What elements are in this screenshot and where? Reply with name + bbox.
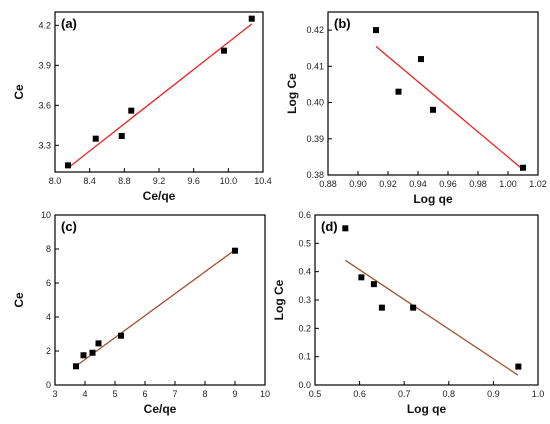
x-tick-label: 10.4 [254,176,272,186]
x-tick-label: 1.00 [499,179,517,189]
data-point [520,164,526,171]
y-tick-label: 0.0 [298,380,311,390]
x-tick-label: 10 [260,389,270,399]
y-tick-label: 0.3 [298,295,311,305]
x-tick-label: 1.0 [532,389,545,399]
data-point [95,340,102,347]
y-axis-title: Ce [12,84,26,100]
y-tick-label: 0.6 [298,210,311,220]
y-tick-label: 4.2 [38,20,51,30]
x-tick-label: 5 [112,389,117,399]
data-point [370,281,377,288]
data-point [73,363,79,370]
x-tick-label: 8 [202,389,207,399]
data-point [515,363,522,370]
chart-panel-1: 8.0 8.4 8.8 9.2 9.6 10.0 10.4 3.3 3.6 3.9 4.2 Ce/qe… [12,11,272,203]
x-tick-label: 0.94 [409,179,427,189]
x-tick-label: 6 [142,389,147,399]
y-axis-title: Ce [12,292,26,308]
x-axis-title: Ce/qe [143,189,176,203]
x-tick-label: 4 [82,389,87,399]
y-tick-label: 0.41 [306,61,324,71]
y-tick-label: 4 [46,312,51,322]
data-point [373,27,379,34]
y-tick-label: 0.2 [298,323,311,333]
y-tick-label: 6 [46,278,51,288]
fit-line [344,259,519,376]
y-tick-label: 0 [46,380,51,390]
data-point [221,47,227,54]
x-tick-label: 0.92 [379,179,397,189]
x-tick-label: 1.02 [529,179,547,189]
data-point [395,88,402,95]
data-point [89,349,96,356]
y-tick-label: 10 [41,210,51,220]
x-axis-title: Log qe [407,402,447,416]
x-tick-label: 3 [52,389,57,399]
x-tick-label: 0.88 [319,179,337,189]
x-tick-label: 9.6 [187,176,200,186]
x-tick-label: 0.98 [469,179,487,189]
data-point [80,352,87,359]
y-tick-label: 3.9 [38,60,51,70]
panel-label: (d) [321,219,338,234]
x-tick-label: 9.2 [153,176,166,186]
chart-panel-3: 3 4 5 6 7 8 9 10 0 2 4 6 8 10 Ce/qe Ce (c) [12,210,270,416]
panel-label: (b) [334,16,351,31]
y-tick-label: 0.5 [298,238,311,248]
data-point [248,15,255,22]
y-tick-label: 0.42 [306,25,324,35]
panel-label: (a) [61,16,77,31]
y-axis-title: Log Ce [285,73,299,114]
data-point [358,274,365,281]
y-tick-label: 8 [46,244,51,254]
y-tick-label: 0.4 [298,267,311,277]
data-point [232,247,238,254]
plot-frame [54,214,266,386]
data-point [418,56,424,63]
y-tick-label: 0.38 [306,170,324,180]
x-tick-label: 0.90 [349,179,367,189]
x-tick-label: 0.9 [487,389,500,399]
chart-panel-2: 0.88 0.90 0.92 0.94 0.96 0.98 1.00 1.02 0.38 0.39… [285,11,547,206]
plot-frame [314,214,539,386]
y-tick-label: 0.40 [306,98,324,108]
data-point [92,135,99,142]
data-point [128,107,135,114]
x-axis-title: Log qe [413,192,453,206]
data-point [342,225,349,232]
y-tick-label: 0.1 [298,352,311,362]
fit-line [74,249,236,368]
plot-frame [327,11,539,176]
data-point [118,133,125,139]
y-tick-label: 0.39 [306,134,324,144]
x-tick-label: 0.8 [443,389,456,399]
fit-line [375,45,524,171]
y-tick-label: 3.3 [38,140,51,150]
fit-line [67,23,253,169]
x-tick-label: 0.5 [309,389,322,399]
x-tick-label: 8.4 [83,176,96,186]
x-tick-label: 9 [232,389,237,399]
data-point [65,162,71,169]
plot-frame [54,11,264,173]
chart-panel-4: 0.5 0.6 0.7 0.8 0.9 1.0 0.0 0.1 0.2 0.3 0.4 0.5 0.6 L… [272,210,544,416]
x-tick-label: 0.7 [398,389,411,399]
x-tick-label: 8.8 [118,176,131,186]
x-tick-label: 7 [172,389,177,399]
x-axis-title: Ce/qe [144,402,177,416]
data-point [118,332,124,339]
x-tick-label: 0.6 [353,389,366,399]
data-point [410,304,417,311]
y-tick-label: 3.6 [38,100,51,110]
data-point [430,106,436,113]
data-point [378,304,385,311]
x-tick-label: 0.96 [439,179,457,189]
y-tick-label: 2 [46,346,51,356]
panel-label: (c) [61,219,77,234]
x-tick-label: 8.0 [49,176,62,186]
y-axis-title: Log Ce [272,279,286,320]
x-tick-label: 10.0 [220,176,238,186]
